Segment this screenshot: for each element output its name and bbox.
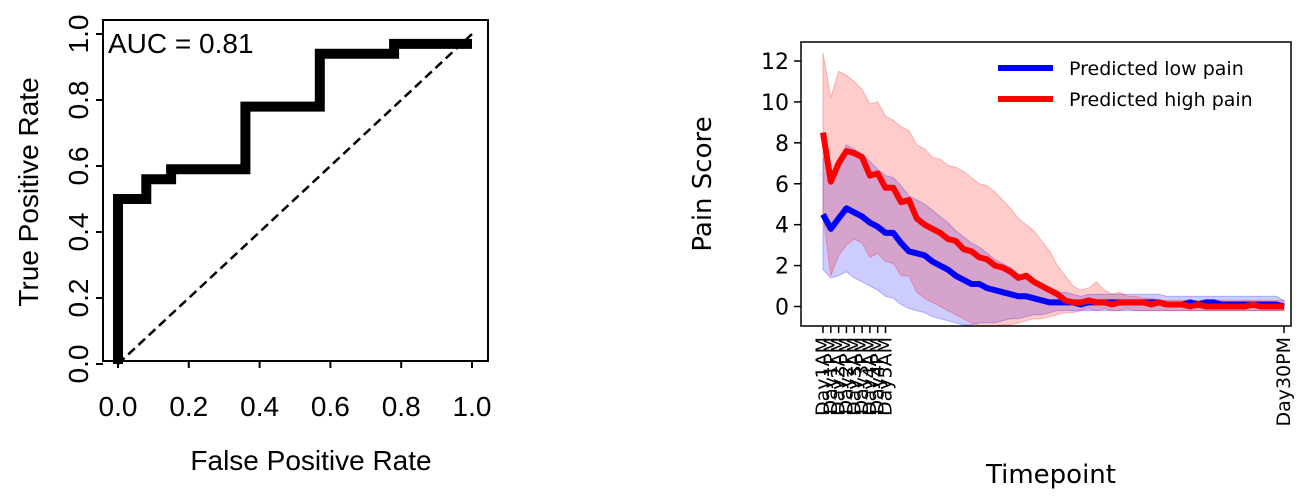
roc-x-tick-label: 0.2 [169,391,208,422]
roc-y-axis-label: True Positive Rate [13,77,44,306]
pain-x-ticks: Day1AMDay1PMDay2AMDay2PMDay3AMDay3PMDay4… [812,326,1295,427]
pain-y-tick-label: 0 [775,296,789,321]
line-predicted-low-pain [820,205,1285,310]
pain-x-tick-label: Day1AM [812,337,834,416]
pain-score-chart: 0 2 4 6 8 10 12 Day1AMDay1PMDay2AMDay2PMDay3AM… [688,41,1295,490]
roc-x-ticks: 0.0 0.2 0.4 0.6 0.8 1.0 [99,361,492,422]
pain-x-tick-label: Day1PM [820,337,842,414]
pain-lines [820,132,1285,310]
roc-curve [113,38,472,364]
pain-y-tick-label: 4 [775,214,789,239]
pain-y-axis-label: Pain Score [688,116,718,251]
roc-x-tick-label: 0.6 [311,391,350,422]
pain-x-tick-label: Day30PM [1273,337,1295,427]
pain-y-tick-label: 10 [761,91,789,116]
roc-y-ticks: 0.0 0.2 0.4 0.6 0.8 1.0 [63,15,103,384]
pain-x-tick-label: Day2AM [828,337,850,416]
pain-x-axis-label: Timepoint [985,460,1116,490]
pain-x-tick-label: Day4PM [867,337,889,414]
roc-plot-frame [102,19,489,362]
pain-x-tick-label: Day5AM [875,337,897,416]
roc-y-tick-label: 0.8 [63,81,94,120]
roc-auc-annotation: AUC = 0.81 [108,28,254,59]
roc-y-tick-label: 0.2 [63,279,94,318]
roc-x-tick-label: 0.8 [382,391,421,422]
pain-y-ticks: 0 2 4 6 8 10 12 [761,50,801,321]
band-predicted-low-pain [822,144,1285,326]
roc-y-tick-label: 0.6 [63,147,94,186]
pain-x-tick-label: Day4AM [859,337,881,416]
pain-bands [822,52,1285,327]
roc-x-tick-label: 1.0 [453,391,492,422]
pain-x-tick-label: Day2PM [835,337,857,414]
pain-y-tick-label: 12 [761,50,789,75]
roc-y-tick-label: 1.0 [63,15,94,54]
roc-chart: 0.0 0.2 0.4 0.6 0.8 1.0 0.0 0.2 0.4 0.6 0.8 1.0 AU… [13,15,491,476]
roc-diagonal-line [117,33,473,365]
legend-label-low: Predicted low pain [1069,58,1244,80]
pain-y-tick-label: 6 [775,173,789,198]
roc-x-tick-label: 0.0 [99,391,138,422]
roc-marks [113,33,473,365]
pain-y-tick-label: 8 [775,132,789,157]
band-predicted-high-pain [822,52,1285,327]
pain-y-tick-label: 2 [775,255,789,280]
pain-legend: Predicted low pain Predicted high pain [998,58,1253,111]
pain-x-tick-label: Day3AM [843,337,865,416]
roc-x-axis-label: False Positive Rate [190,445,431,476]
roc-y-tick-label: 0.0 [63,345,94,384]
line-predicted-high-pain [820,132,1284,310]
legend-label-high: Predicted high pain [1069,89,1253,111]
pain-x-tick-label: Day3PM [851,337,873,414]
roc-x-tick-label: 0.4 [240,391,279,422]
roc-y-tick-label: 0.4 [63,213,94,252]
